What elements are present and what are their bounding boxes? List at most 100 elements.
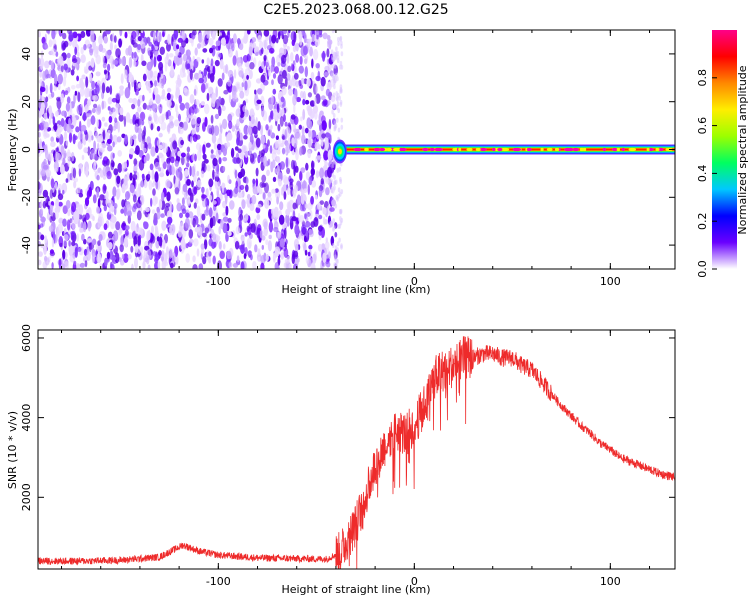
spectrogram-cell xyxy=(283,262,287,268)
spectrogram-cell xyxy=(180,152,186,158)
spectrogram-cell xyxy=(134,149,140,155)
signal-speckle xyxy=(573,147,577,152)
spectrogram-cell xyxy=(191,153,195,161)
spectrogram-cell xyxy=(128,98,134,103)
spectrogram-cell xyxy=(48,225,54,233)
spectrogram-cell xyxy=(49,215,53,223)
spectrogram-cell xyxy=(335,46,338,52)
spectrogram-cell xyxy=(263,30,270,37)
spectrogram-cell xyxy=(127,215,131,224)
spectrogram-cell xyxy=(184,156,187,165)
spectrogram-cell xyxy=(191,37,194,47)
spectrogram-cell xyxy=(336,196,339,202)
spectrogram-cell xyxy=(103,185,107,191)
spectrogram-cell xyxy=(261,244,264,250)
spectrogram-cell xyxy=(153,56,157,68)
spectrogram-cell xyxy=(260,262,265,269)
spectrogram-cell xyxy=(265,124,269,131)
spectrogram-cell xyxy=(220,37,226,46)
spectrogram-cell xyxy=(255,178,259,187)
spectrogram-cell xyxy=(103,223,108,231)
spectrogram-cell xyxy=(184,89,190,97)
spectrogram-cell xyxy=(315,62,320,69)
spectrogram-cell xyxy=(192,217,196,228)
spectrogram-cell xyxy=(171,163,174,175)
spectrogram-cell xyxy=(263,226,269,237)
spectrogram-cell xyxy=(241,82,245,88)
spectrogram-cell xyxy=(174,187,180,195)
spectrogram-cell xyxy=(236,121,240,127)
spectrogram-cell xyxy=(290,52,294,62)
spectrogram-cell xyxy=(88,90,92,98)
spectrogram-cell xyxy=(332,92,336,98)
spectrogram-cell xyxy=(117,121,121,133)
spectrogram-cell xyxy=(105,30,111,35)
spectrogram-cell xyxy=(39,93,43,101)
spectrogram-cell xyxy=(105,86,110,94)
spectrogram-cell xyxy=(336,50,340,56)
spectrogram-cell xyxy=(185,212,190,218)
spectrogram-cell xyxy=(56,96,62,102)
spectrogram-cell xyxy=(58,201,63,207)
spectrogram-cell xyxy=(87,146,91,156)
spectrogram-cell xyxy=(315,84,318,94)
spectrogram-cell xyxy=(50,60,54,71)
spectrogram-cell xyxy=(140,246,144,254)
spectrogram-cell xyxy=(267,240,272,252)
spectrogram-cell xyxy=(120,73,124,85)
spectrogram-cell xyxy=(272,176,277,182)
spectrogram-xtick-label: -100 xyxy=(206,275,231,288)
spectrogram-cell xyxy=(140,54,144,63)
spectrogram-cell xyxy=(114,252,120,264)
spectrogram-cell xyxy=(119,244,124,253)
signal-speckle xyxy=(434,147,440,152)
spectrogram-cell xyxy=(246,198,251,208)
spectrogram-cell xyxy=(281,147,286,155)
spectrogram-cell xyxy=(84,105,88,113)
spectrogram-cell xyxy=(149,97,154,105)
spectrogram-cell xyxy=(77,51,80,58)
spectrogram-cell xyxy=(209,73,215,83)
spectrogram-cell xyxy=(276,149,281,155)
spectrogram-cell xyxy=(319,167,324,179)
spectrogram-cell xyxy=(70,230,75,236)
spectrogram-cell xyxy=(107,97,113,105)
spectrogram-cell xyxy=(44,235,48,244)
spectrogram-cell xyxy=(292,188,297,197)
spectrogram-cell xyxy=(313,217,319,227)
spectrogram-cell xyxy=(301,125,305,136)
spectrogram-cell xyxy=(293,103,296,114)
spectrogram-cell xyxy=(62,218,67,227)
spectrogram-cell xyxy=(68,240,71,247)
spectrogram-cell xyxy=(339,216,342,222)
spectrogram-cell xyxy=(96,206,100,214)
spectrogram-cell xyxy=(328,40,332,50)
spectrogram-cell xyxy=(146,105,150,111)
signal-speckle xyxy=(602,147,607,152)
spectrogram-cell xyxy=(220,218,224,230)
spectrogram-cell xyxy=(271,151,277,161)
spectrogram-cell xyxy=(181,155,185,166)
spectrogram-cell xyxy=(65,178,69,183)
spectrogram-cell xyxy=(74,46,78,56)
signal-speckle xyxy=(554,147,560,152)
spectrogram-cell xyxy=(130,220,136,232)
spectrogram-cell xyxy=(77,91,81,103)
spectrogram-cell xyxy=(152,195,157,206)
spectrogram-cell xyxy=(150,235,156,244)
spectrogram-cell xyxy=(308,120,313,129)
spectrogram-cell xyxy=(136,106,142,113)
spectrogram-cell xyxy=(103,204,108,212)
spectrogram-cell xyxy=(147,213,151,220)
spectrogram-cell xyxy=(283,114,286,123)
spectrogram-cell xyxy=(197,32,203,43)
spectrogram-cell xyxy=(233,69,237,79)
spectrogram-cell xyxy=(290,62,294,71)
spectrogram-cell xyxy=(175,103,178,113)
spectrogram-cell xyxy=(322,98,328,106)
spectrogram-cell xyxy=(333,73,337,79)
spectrogram-cell xyxy=(124,87,131,99)
spectrogram-cell xyxy=(178,113,181,122)
spectrogram-cell xyxy=(45,73,51,79)
